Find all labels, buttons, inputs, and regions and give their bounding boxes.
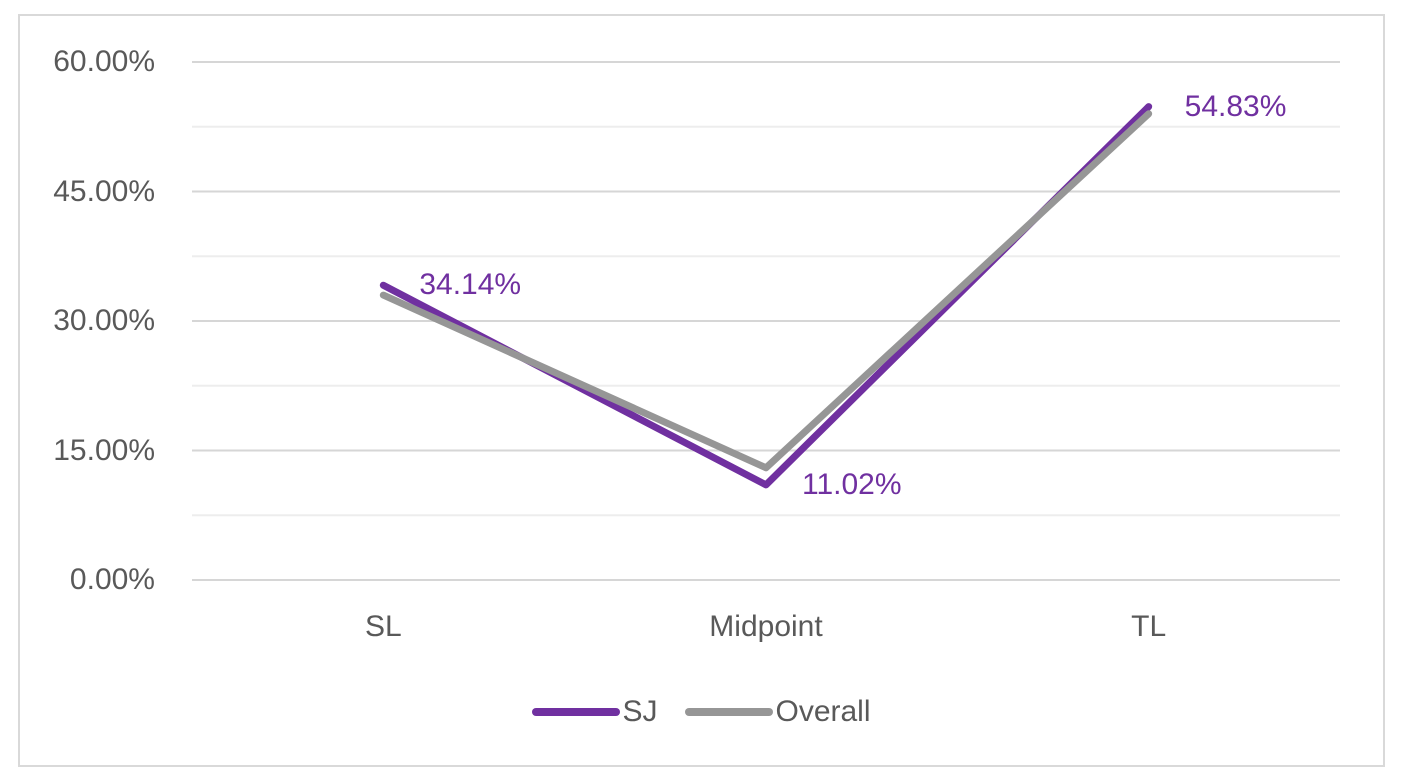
x-axis-category-label: Midpoint [709, 610, 823, 643]
chart-area-border [18, 14, 1385, 767]
gridlines [192, 61, 1340, 581]
legend-item-sj: SJ [532, 694, 657, 730]
legend: SJ Overall [18, 692, 1385, 732]
data-label: 11.02% [802, 467, 902, 501]
series-lines [379, 103, 1153, 489]
y-axis-tick-label: 60.00% [53, 45, 155, 78]
x-axis-category-label: SL [364, 610, 402, 643]
y-axis-tick-label: 0.00% [69, 563, 155, 596]
y-axis-tick-label: 45.00% [53, 174, 155, 208]
legend-label: Overall [775, 695, 871, 728]
legend-item-overall: Overall [685, 694, 871, 730]
legend-line-swatch [532, 708, 621, 716]
legend-label: SJ [622, 695, 658, 728]
series-line-overall [379, 110, 1153, 472]
x-axis-category-label: TL [1131, 610, 1167, 643]
y-axis-tick-label: 30.00% [53, 304, 155, 337]
legend-line-swatch [685, 708, 774, 716]
data-label: 34.14% [419, 268, 522, 302]
y-axis-tick-label: 15.00% [53, 433, 155, 467]
data-label: 54.83% [1184, 89, 1287, 123]
